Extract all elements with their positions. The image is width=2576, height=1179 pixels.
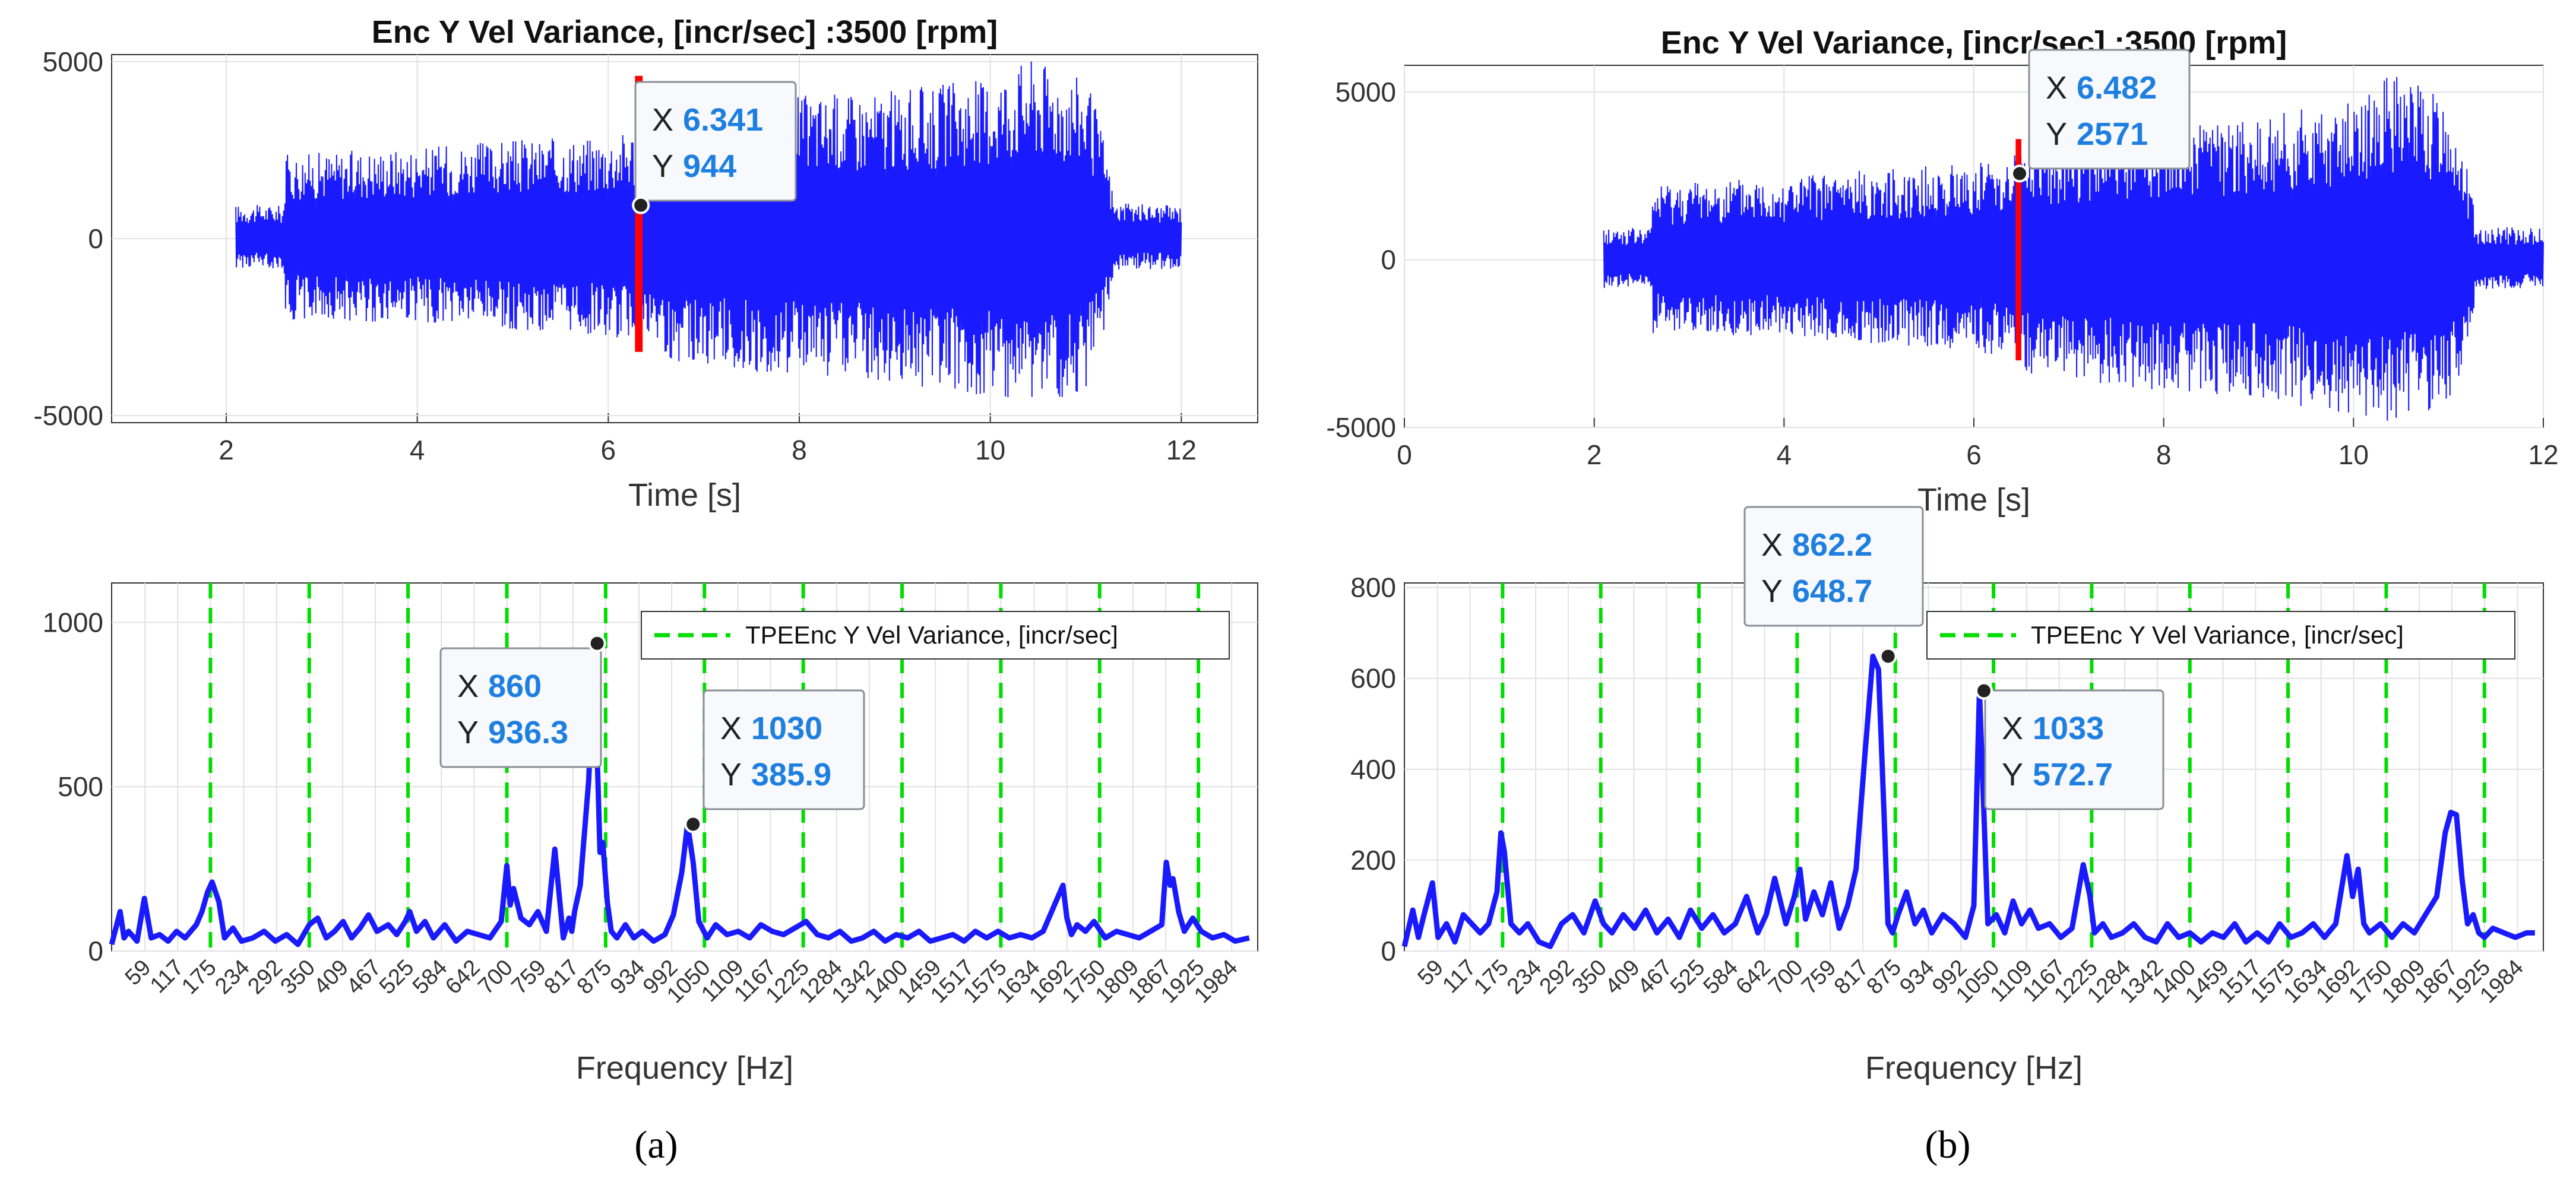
- a-freq-ytick-label-1: 500: [58, 771, 103, 802]
- b-time-xtick-label-4: 8: [2156, 439, 2172, 470]
- b-freq-ytick-label-0: 0: [1381, 936, 1396, 966]
- a-freq-peak-1-datatip-marker: [684, 815, 702, 833]
- a-freq-legend-box: [641, 611, 1230, 660]
- b-freq-peak-0-datatip-box: [1743, 506, 1924, 627]
- a-time-xtick-label-4: 10: [975, 435, 1005, 465]
- a-time-datatip-x-key: X: [652, 102, 673, 138]
- a-time-xlabel: Time [s]: [628, 477, 741, 513]
- b-freq-peak-0-datatip-x-value: 862.2: [1792, 527, 1872, 563]
- b-freq-peak-0-datatip-y-key: Y: [1761, 573, 1783, 609]
- b-freq-peak-0-datatip-x-key: X: [1761, 527, 1783, 563]
- a-time-chart: 2 4 6 8 10 12 -5000 0 5000 Enc Y Vel Variance, [i…: [33, 14, 1258, 513]
- a-freq-peak-0-datatip-x-value: 860: [488, 668, 542, 704]
- a-freq-peak-1-datatip-y-value: 385.9: [751, 757, 831, 793]
- b-time-xtick-label-0: 0: [1397, 439, 1412, 470]
- b-freq-peak-1-datatip-x-key: X: [2002, 711, 2023, 746]
- b-freq-ytick-label-4: 800: [1350, 572, 1396, 603]
- b-freq-spectrum-series: [1401, 654, 2535, 949]
- a-freq-peak-0-datatip-y-value: 936.3: [488, 715, 568, 750]
- a-time-ytick-label-0: -5000: [33, 400, 103, 431]
- b-freq-ytick-label-2: 400: [1350, 754, 1396, 785]
- a-freq-peak-0-datatip-marker: [588, 634, 606, 652]
- a-time-datatip-x-value: 6.341: [683, 102, 763, 138]
- b-time-xtick-label-1: 2: [1587, 439, 1602, 470]
- b-time-xtick-label-3: 6: [1966, 439, 1982, 470]
- b-time-ytick-label-0: -5000: [1326, 412, 1396, 443]
- b-time-xtick-label-6: 12: [2528, 439, 2558, 470]
- a-time-datatip-marker: [632, 196, 650, 214]
- b-time-xlabel: Time [s]: [1917, 482, 2030, 518]
- b-freq-peak-1-datatip-box: [1984, 689, 2164, 810]
- a-freq-spectrum-series: [109, 641, 1250, 947]
- a-time-xtick-label-3: 8: [792, 435, 807, 465]
- b-time-datatip-y-key: Y: [2046, 116, 2067, 152]
- b-freq-ytick-label-3: 600: [1350, 663, 1396, 694]
- b-time-highlight-window: [2015, 139, 2021, 361]
- b-time-signal-series: [1603, 77, 2544, 421]
- a-freq-peak-1-datatip-box: [702, 689, 865, 810]
- a-freq-peak-0-datatip-x-key: X: [457, 668, 479, 704]
- a-time-title: Enc Y Vel Variance, [incr/sec] :3500 [rp…: [372, 14, 998, 50]
- b-freq-legend-box: [1926, 611, 2515, 660]
- b-freq-chart: 5911717523429235040946752558464270075981…: [1350, 506, 2544, 1086]
- b-time-datatip-y-value: 2571: [2077, 116, 2148, 152]
- b-time-title: Enc Y Vel Variance, [incr/sec] :3500 [rp…: [1661, 25, 2287, 61]
- a-time-datatip-box: [634, 81, 797, 202]
- a-time-ytick-label-1: 0: [88, 223, 103, 254]
- a-freq-peak-1-datatip-y-key: Y: [720, 757, 742, 793]
- a-time-datatip-y-value: 944: [683, 148, 736, 184]
- b-freq-peak-1-datatip-y-value: 572.7: [2033, 757, 2113, 793]
- b-time-datatip-marker: [2011, 164, 2029, 183]
- a-freq-peak-1-datatip-x-key: X: [720, 711, 742, 746]
- a-freq-xlabel: Frequency [Hz]: [576, 1050, 793, 1086]
- b-time-datatip-box: [2028, 49, 2191, 170]
- a-time-ytick-label-2: 5000: [43, 46, 103, 77]
- b-freq-peak-0-datatip-y-value: 648.7: [1792, 573, 1872, 609]
- b-time-ytick-label-1: 0: [1381, 245, 1396, 275]
- a-freq-peak-1-datatip-x-value: 1030: [751, 711, 822, 746]
- b-time-ytick-label-2: 5000: [1336, 77, 1396, 107]
- b-time-datatip-x-key: X: [2046, 70, 2067, 106]
- b-time-datatip-x-value: 6.482: [2077, 70, 2157, 106]
- b-freq-xlabel: Frequency [Hz]: [1865, 1050, 2083, 1086]
- b-time-xtick-label-2: 4: [1777, 439, 1792, 470]
- caption-1: (b): [1925, 1123, 1971, 1167]
- a-freq-ytick-label-2: 1000: [43, 607, 103, 638]
- b-freq-ytick-label-1: 200: [1350, 845, 1396, 876]
- caption-0: (a): [634, 1123, 678, 1167]
- a-time-datatip-y-key: Y: [652, 148, 673, 184]
- b-freq-peak-1-datatip-y-key: Y: [2002, 757, 2023, 793]
- b-freq-legend-label: TPEEnc Y Vel Variance, [incr/sec]: [2031, 621, 2404, 649]
- a-freq-chart: 5911717523429235040946752558464270075981…: [43, 582, 1258, 1086]
- a-freq-ytick-label-0: 0: [88, 936, 103, 966]
- b-freq-peak-1-datatip-x-value: 1033: [2033, 711, 2104, 746]
- b-time-xtick-label-5: 10: [2338, 439, 2369, 470]
- a-time-xtick-label-1: 4: [410, 435, 425, 465]
- a-freq-peak-0-datatip-box: [439, 647, 602, 768]
- a-time-xtick-label-2: 6: [601, 435, 616, 465]
- b-freq-peak-0-datatip-marker: [1879, 647, 1897, 665]
- a-time-xtick-label-5: 12: [1166, 435, 1197, 465]
- a-time-xtick-label-0: 2: [219, 435, 234, 465]
- a-freq-peak-0-datatip-y-key: Y: [457, 715, 479, 750]
- b-freq-peak-1-datatip-marker: [1975, 682, 1993, 700]
- a-freq-legend-label: TPEEnc Y Vel Variance, [incr/sec]: [745, 621, 1118, 649]
